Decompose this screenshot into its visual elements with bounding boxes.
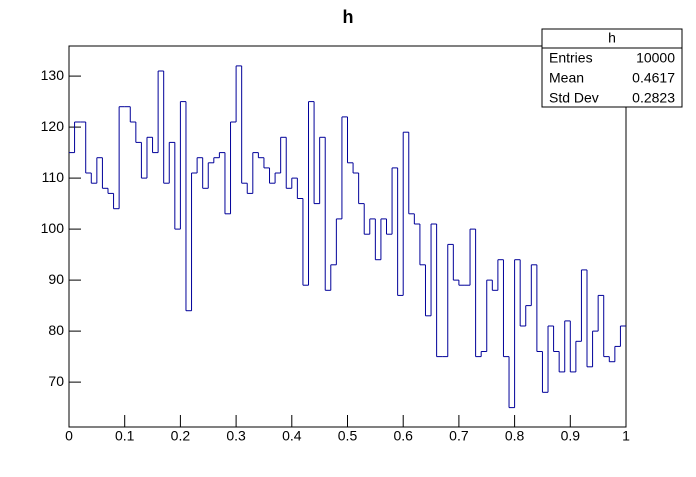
stats-value: 0.4617 bbox=[632, 70, 675, 86]
x-tick-label: 0.4 bbox=[282, 428, 302, 444]
x-tick-label: 0.8 bbox=[505, 428, 525, 444]
stats-label: Std Dev bbox=[549, 90, 599, 106]
stats-label: Mean bbox=[549, 70, 584, 86]
stats-box bbox=[541, 28, 683, 108]
y-tick-label: 100 bbox=[41, 220, 65, 236]
x-tick-label: 0.2 bbox=[171, 428, 191, 444]
stats-value: 10000 bbox=[636, 50, 675, 66]
stats-value: 0.2823 bbox=[632, 90, 675, 106]
x-tick-label: 0.1 bbox=[115, 428, 135, 444]
y-tick-label: 90 bbox=[48, 271, 64, 287]
x-tick-label: 0.3 bbox=[226, 428, 246, 444]
x-tick-label: 0.6 bbox=[393, 428, 413, 444]
x-tick-label: 0.9 bbox=[561, 428, 581, 444]
chart-title: h bbox=[343, 7, 354, 27]
stats-title: h bbox=[608, 30, 616, 46]
x-tick-label: 0 bbox=[65, 428, 73, 444]
y-tick-label: 110 bbox=[42, 169, 65, 185]
stats-label: Entries bbox=[549, 50, 593, 66]
x-tick-label: 0.7 bbox=[449, 428, 469, 444]
y-tick-label: 80 bbox=[48, 322, 64, 338]
x-tick-label: 0.5 bbox=[338, 428, 358, 444]
y-tick-label: 130 bbox=[41, 67, 65, 83]
y-tick-label: 70 bbox=[48, 373, 64, 389]
y-tick-label: 120 bbox=[41, 118, 65, 134]
x-tick-label: 1 bbox=[622, 428, 630, 444]
